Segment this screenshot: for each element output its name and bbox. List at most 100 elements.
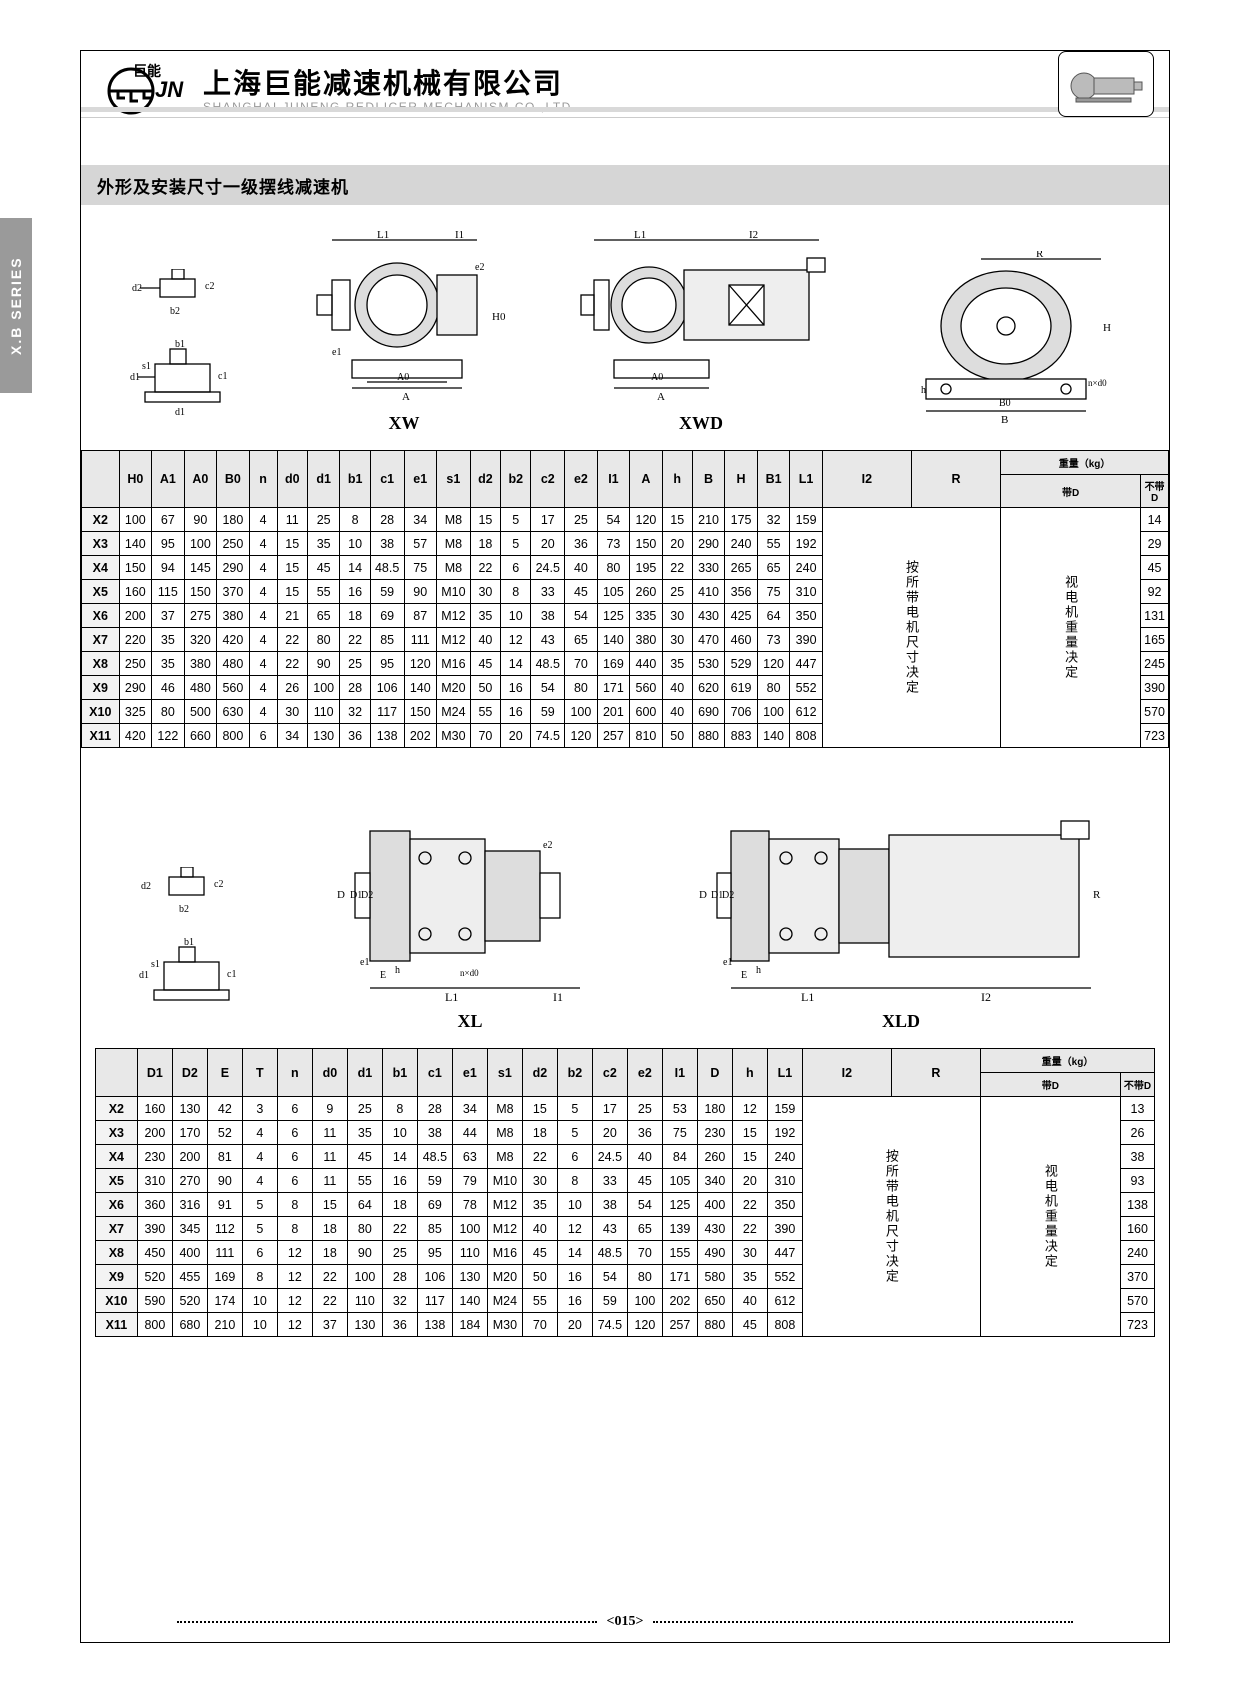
- col-header: E: [207, 1049, 242, 1097]
- data-cell: 35: [522, 1193, 557, 1217]
- page-header: 巨能 JN 上海巨能减速机械有限公司 SHANGHAI JUNENG REDLI…: [81, 51, 1169, 135]
- data-cell: 265: [725, 556, 758, 580]
- data-cell: 270: [172, 1169, 207, 1193]
- data-cell: 54: [627, 1193, 662, 1217]
- data-cell: 174: [207, 1289, 242, 1313]
- data-cell: 160: [119, 580, 152, 604]
- data-cell: 390: [790, 628, 823, 652]
- data-cell: 257: [662, 1313, 697, 1337]
- data-cell: 552: [790, 676, 823, 700]
- svg-text:b1: b1: [175, 339, 185, 350]
- data-cell: 4: [249, 556, 277, 580]
- data-cell: 5: [501, 532, 531, 556]
- col-header: A0: [184, 451, 217, 508]
- data-cell: 552: [767, 1265, 802, 1289]
- data-cell: 159: [790, 508, 823, 532]
- col-header: h: [662, 451, 692, 508]
- svg-text:s1: s1: [142, 361, 151, 372]
- data-cell: 290: [119, 676, 152, 700]
- svg-text:B0: B0: [999, 398, 1011, 409]
- data-cell: 80: [152, 700, 185, 724]
- data-cell: 260: [630, 580, 663, 604]
- data-cell: 70: [565, 652, 598, 676]
- data-cell: 25: [347, 1097, 382, 1121]
- col-header: [82, 451, 120, 508]
- col-header: I2: [802, 1049, 891, 1097]
- col-header: A1: [152, 451, 185, 508]
- data-cell: 11: [312, 1121, 347, 1145]
- col-header: R: [911, 451, 1000, 508]
- col-header: s1: [437, 451, 471, 508]
- data-cell: 125: [662, 1193, 697, 1217]
- col-header: e1: [404, 451, 437, 508]
- data-cell: 425: [725, 604, 758, 628]
- data-cell: 17: [531, 508, 565, 532]
- data-cell: 169: [597, 652, 630, 676]
- model-cell: X3: [82, 532, 120, 556]
- data-cell: M30: [437, 724, 471, 748]
- data-cell: 450: [137, 1241, 172, 1265]
- data-cell: 260: [697, 1145, 732, 1169]
- data-cell: 440: [630, 652, 663, 676]
- data-cell: 22: [312, 1265, 347, 1289]
- model-cell: X9: [82, 676, 120, 700]
- col-header: s1: [487, 1049, 522, 1097]
- data-cell: 54: [592, 1265, 627, 1289]
- data-cell: 30: [277, 700, 307, 724]
- data-cell: 12: [557, 1217, 592, 1241]
- data-cell: 94: [152, 556, 185, 580]
- data-cell: 28: [382, 1265, 417, 1289]
- data-cell: 880: [697, 1313, 732, 1337]
- data-cell: 8: [501, 580, 531, 604]
- data-cell: 105: [597, 580, 630, 604]
- data-cell: M8: [487, 1121, 522, 1145]
- col-header: I2: [822, 451, 911, 508]
- svg-text:I1: I1: [553, 990, 563, 1003]
- data-cell: 250: [217, 532, 250, 556]
- data-cell: 590: [137, 1289, 172, 1313]
- data-cell: M10: [487, 1169, 522, 1193]
- data-cell: M8: [437, 556, 471, 580]
- data-cell: 5: [242, 1193, 277, 1217]
- data-cell: 155: [662, 1241, 697, 1265]
- weight-sub: 带D: [1001, 475, 1141, 508]
- data-cell: 100: [565, 700, 598, 724]
- svg-text:JN: JN: [155, 77, 184, 102]
- data-cell: 55: [347, 1169, 382, 1193]
- data-cell: 140: [597, 628, 630, 652]
- data-cell: 80: [627, 1265, 662, 1289]
- data-cell: 140: [119, 532, 152, 556]
- data-cell: 30: [470, 580, 500, 604]
- data-cell: 53: [662, 1097, 697, 1121]
- data-cell: 370: [1120, 1265, 1154, 1289]
- col-header: b1: [340, 451, 370, 508]
- diagram-xl: L1 I1 D D1 D2 E h n×d0 e1 e2 XL: [325, 813, 615, 1032]
- col-header: d1: [347, 1049, 382, 1097]
- col-header: b2: [557, 1049, 592, 1097]
- model-cell: X6: [82, 604, 120, 628]
- data-cell: 74.5: [531, 724, 565, 748]
- data-cell: 100: [452, 1217, 487, 1241]
- data-cell: 40: [470, 628, 500, 652]
- data-cell: 22: [277, 628, 307, 652]
- data-cell: 64: [347, 1193, 382, 1217]
- data-cell: 16: [557, 1265, 592, 1289]
- data-cell: 145: [184, 556, 217, 580]
- data-cell: 90: [307, 652, 340, 676]
- data-cell: 447: [790, 652, 823, 676]
- data-cell: 723: [1120, 1313, 1154, 1337]
- data-cell: 5: [242, 1217, 277, 1241]
- data-cell: 34: [404, 508, 437, 532]
- data-cell: 22: [522, 1145, 557, 1169]
- data-cell: 130: [172, 1097, 207, 1121]
- dim-sketch-flange-2: d2 b2 c2 d1 b1 c1 s1: [139, 867, 249, 1032]
- data-cell: 723: [1141, 724, 1169, 748]
- data-cell: 45: [1141, 556, 1169, 580]
- diagram-label-xw: XW: [389, 413, 420, 434]
- svg-text:e1: e1: [360, 957, 369, 968]
- data-cell: 20: [557, 1313, 592, 1337]
- data-cell: 12: [277, 1289, 312, 1313]
- data-cell: 880: [692, 724, 725, 748]
- data-cell: 40: [627, 1145, 662, 1169]
- data-cell: 85: [370, 628, 404, 652]
